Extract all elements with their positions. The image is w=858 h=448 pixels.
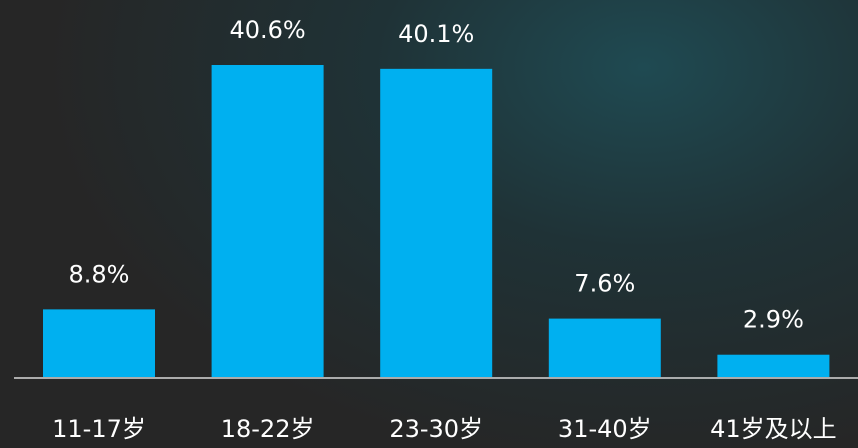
- x-tick-label: 23-30岁: [389, 415, 483, 443]
- value-label: 2.9%: [743, 306, 804, 334]
- value-label: 8.8%: [69, 260, 130, 288]
- bar: [548, 318, 661, 377]
- bar: [380, 68, 493, 378]
- value-label: 40.6%: [229, 16, 305, 44]
- bar: [211, 65, 324, 377]
- bar: [43, 309, 155, 377]
- x-tick-label: 18-22岁: [221, 415, 315, 443]
- value-label: 40.1%: [398, 20, 474, 48]
- x-tick-label: 11-17岁: [52, 415, 146, 443]
- x-tick-label: 31-40岁: [558, 415, 652, 443]
- x-tick-label: 41岁及以上: [710, 415, 837, 443]
- value-label: 7.6%: [574, 270, 635, 298]
- bar: [717, 354, 830, 377]
